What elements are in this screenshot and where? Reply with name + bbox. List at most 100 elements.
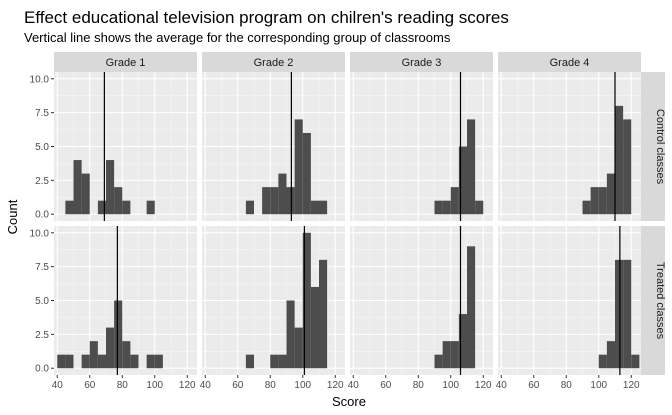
chart-title: Effect educational television program on… (24, 8, 509, 27)
x-tick-label: 120 (179, 380, 196, 391)
panel-2-4: 40 60 80 100 120 (496, 226, 641, 391)
histogram-bar (65, 354, 74, 369)
x-tick-label: 100 (146, 380, 163, 391)
histogram-bar (294, 119, 303, 215)
histogram-bar (302, 232, 311, 369)
histogram-bar (442, 200, 451, 215)
histogram-bar (146, 354, 155, 369)
y-tick-label: 2.5 (35, 176, 49, 187)
histogram-bar (114, 300, 123, 369)
x-tick-label: 40 (52, 380, 64, 391)
histogram-bar (278, 354, 287, 369)
histogram-bar (458, 314, 467, 369)
histogram-bar (467, 246, 476, 369)
x-tick-label: 80 (265, 380, 277, 391)
x-tick-label: 80 (413, 380, 425, 391)
histogram-bar (475, 200, 484, 215)
panel-2-2: 40 60 80 100 120 (200, 226, 345, 391)
histogram-bar (606, 341, 615, 369)
histogram-bar (270, 354, 279, 369)
facet-strip-label: Grade 4 (550, 57, 590, 69)
histogram-bar (458, 146, 467, 215)
facet-strip-label: Grade 2 (254, 57, 294, 69)
row-strip-label: Treated classes (654, 262, 666, 340)
panel-1-3 (350, 72, 493, 221)
histogram-bar (81, 173, 90, 215)
row-strip-label: Control classes (654, 109, 666, 185)
histogram-bar (122, 341, 131, 369)
x-tick-label: 100 (590, 380, 607, 391)
facet-strip-4 (498, 52, 641, 72)
histogram-bar (450, 187, 459, 215)
x-tick-label: 60 (84, 380, 96, 391)
y-tick-label: 7.5 (35, 262, 49, 273)
y-tick-label: 0.0 (35, 364, 49, 375)
histogram-bar (278, 173, 287, 215)
facet-strip-label: Grade 1 (106, 57, 146, 69)
y-tick-label: 0.0 (35, 210, 49, 221)
facet-panels: Grade 1 Grade 2 Grade 3 Grade 4 Control clas… (30, 52, 666, 391)
x-tick-label: 80 (561, 380, 573, 391)
histogram-bar (598, 354, 607, 369)
histogram-bar (294, 327, 303, 369)
x-tick-label: 120 (623, 380, 640, 391)
x-tick-label: 40 (496, 380, 508, 391)
x-tick-label: 40 (348, 380, 360, 391)
histogram-bar (262, 187, 271, 215)
x-tick-label: 60 (232, 380, 244, 391)
x-axis-title: Score (332, 394, 366, 409)
histogram-bar (434, 200, 443, 215)
histogram-bar (114, 187, 123, 215)
facet-strip-1 (54, 52, 197, 72)
chart-subtitle: Vertical line shows the average for the … (24, 30, 451, 45)
histogram-bar (310, 200, 319, 215)
histogram-bar (623, 119, 632, 215)
x-tick-label: 60 (528, 380, 540, 391)
histogram-bar (89, 341, 98, 369)
histogram-bar (434, 354, 443, 369)
y-tick-label: 2.5 (35, 330, 49, 341)
histogram-bar (146, 200, 155, 215)
histogram-bar (130, 354, 139, 369)
x-tick-label: 100 (442, 380, 459, 391)
histogram-bar (122, 200, 131, 215)
histogram-bar (615, 259, 624, 369)
panel-1-1: 0.0 2.5 5.0 7.5 10.0 (30, 72, 197, 221)
row-strip-2 (641, 226, 665, 375)
row-strip-1 (641, 72, 665, 221)
panel-2-3: 40 60 80 100 120 (348, 226, 493, 391)
x-tick-label: 40 (200, 380, 212, 391)
histogram-bar (154, 354, 163, 369)
histogram-bar (73, 160, 82, 215)
histogram-bar (582, 200, 591, 215)
x-tick-label: 60 (380, 380, 392, 391)
histogram-bar (97, 200, 106, 215)
histogram-bar (598, 187, 607, 215)
y-tick-label: 7.5 (35, 108, 49, 119)
histogram-bar (81, 354, 90, 369)
x-tick-label: 120 (475, 380, 492, 391)
histogram-bar (310, 286, 319, 369)
panel-2-1: 40 60 80 100 120 0.0 2.5 5.0 7.5 10.0 (30, 226, 197, 391)
panel-1-4 (498, 72, 641, 221)
histogram-bar (286, 300, 295, 369)
histogram-bar (106, 160, 115, 215)
histogram-bar (319, 200, 328, 215)
facet-strip-2 (202, 52, 345, 72)
y-axis-title: Count (5, 199, 20, 234)
histogram-bar (245, 354, 254, 369)
histogram-bar (467, 119, 476, 215)
histogram-bar (57, 354, 66, 369)
x-tick-label: 120 (327, 380, 344, 391)
histogram-bar (245, 200, 254, 215)
x-tick-label: 100 (294, 380, 311, 391)
histogram-bar (450, 341, 459, 369)
facet-strip-3 (350, 52, 493, 72)
y-tick-label: 10.0 (30, 228, 50, 239)
histogram-bar (270, 187, 279, 215)
histogram-bar (623, 259, 632, 369)
histogram-bar (65, 200, 74, 215)
histogram-bar (590, 187, 599, 215)
histogram-bar (319, 259, 328, 369)
